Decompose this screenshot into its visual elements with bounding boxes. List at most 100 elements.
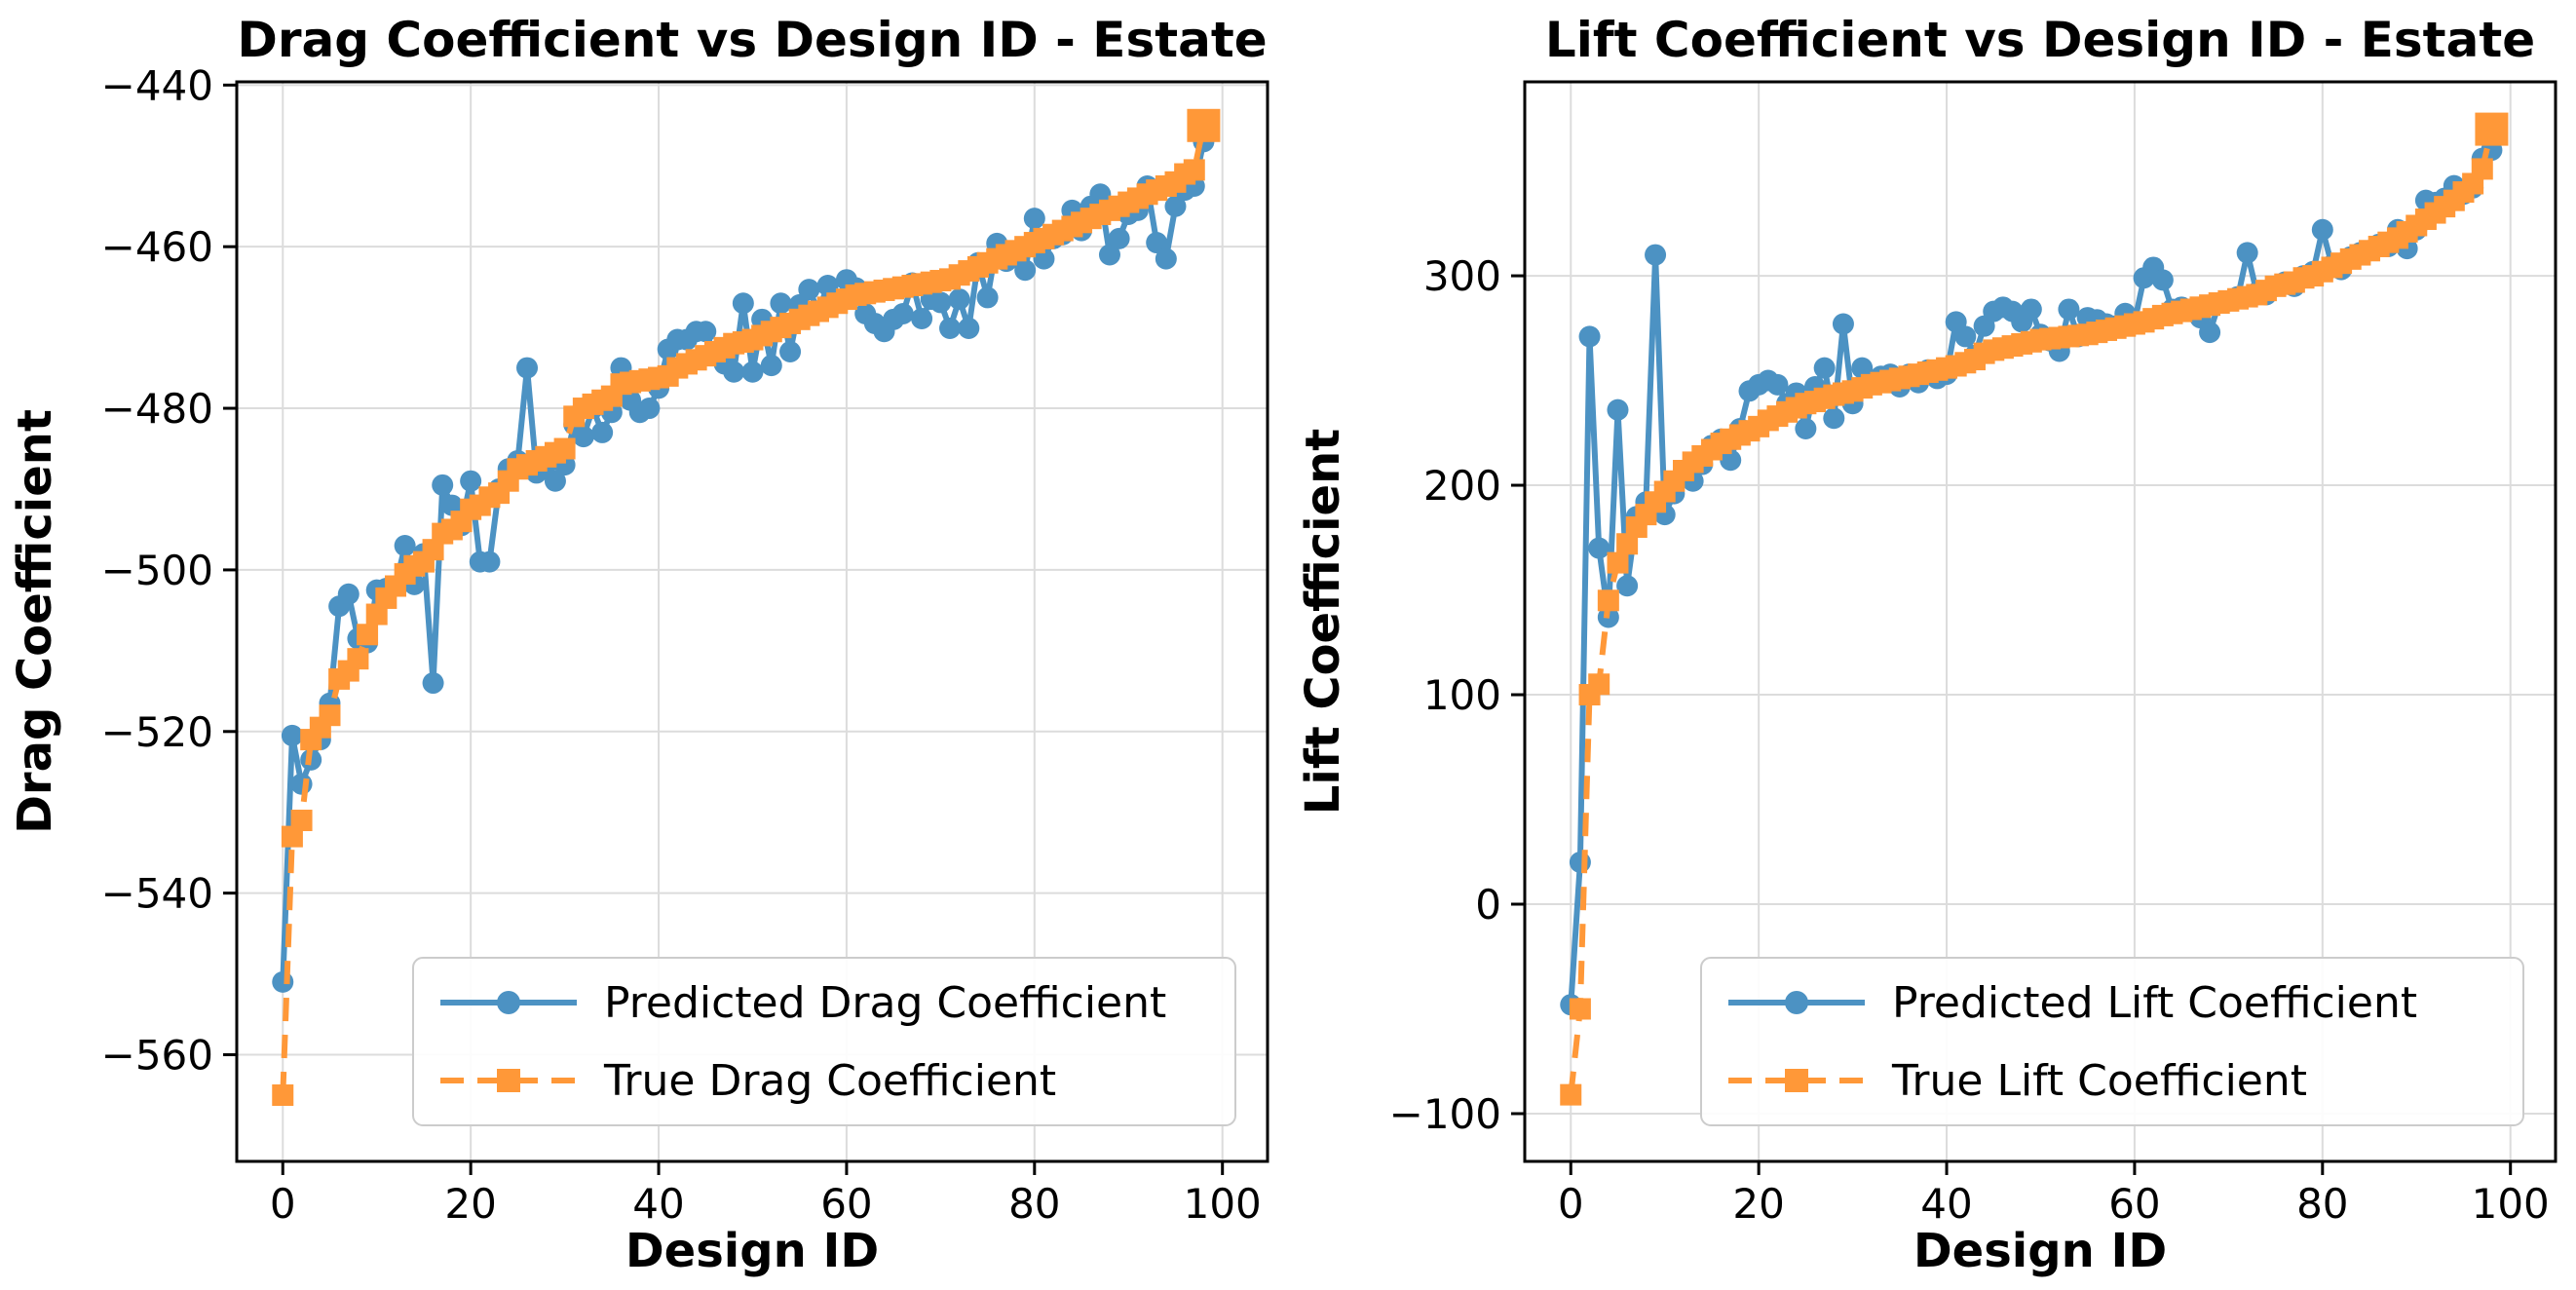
data-point-marker <box>290 773 313 795</box>
legend: Predicted Drag Coefficient True Drag Coef… <box>412 957 1236 1126</box>
legend-marker <box>497 1069 520 1092</box>
plot-box <box>235 80 1269 1163</box>
data-point-marker <box>1187 108 1221 142</box>
data-point-marker <box>2151 269 2174 291</box>
data-point-marker <box>1795 418 1817 440</box>
legend-label: Predicted Drag Coefficient <box>604 978 1166 1028</box>
data-point-marker <box>1588 537 1610 559</box>
data-point-marker <box>422 672 444 695</box>
series-line <box>280 125 1207 1096</box>
series-true <box>272 108 1221 1106</box>
data-point-marker <box>2236 242 2258 264</box>
x-axis-label: Design ID <box>1913 1224 2167 1278</box>
y-tick-label: −560 <box>101 1032 213 1080</box>
data-point-marker <box>1183 159 1205 181</box>
data-point-marker <box>1108 227 1130 249</box>
data-point-marker <box>770 292 792 315</box>
data-point-marker <box>422 539 444 561</box>
data-point-marker <box>976 286 999 309</box>
data-point-marker <box>939 317 962 339</box>
data-point-marker <box>460 470 482 492</box>
series-true <box>1560 112 2509 1106</box>
data-point-marker <box>337 583 360 605</box>
data-point-marker <box>1164 195 1187 217</box>
y-tick-label: −480 <box>101 385 213 433</box>
data-point-marker <box>544 470 566 492</box>
data-point-marker <box>2471 158 2493 180</box>
y-tick-label: −520 <box>101 708 213 756</box>
data-point-marker <box>1720 449 1742 472</box>
data-point-marker <box>1766 373 1789 396</box>
data-point-marker <box>1832 313 1854 335</box>
y-tick-label: −440 <box>101 61 213 109</box>
data-point-marker <box>478 550 501 573</box>
data-point-marker <box>741 360 764 383</box>
data-point-marker <box>2020 298 2042 321</box>
x-tick-label: 80 <box>1008 1180 1060 1228</box>
data-point-marker <box>723 360 745 383</box>
data-point-marker <box>1023 208 1045 230</box>
series-line <box>1568 147 2494 1005</box>
data-point-marker <box>798 279 820 301</box>
y-axis-label: Drag Coefficient <box>8 409 62 834</box>
data-point-marker <box>732 292 754 315</box>
data-point-marker <box>1597 589 1619 612</box>
x-tick-label: 40 <box>1920 1180 1972 1228</box>
x-tick-label: 80 <box>2296 1180 2348 1228</box>
data-point-marker <box>816 274 839 296</box>
y-tick-label: 100 <box>1423 671 1501 719</box>
data-point-marker <box>1645 244 1667 266</box>
data-point-marker <box>1569 998 1591 1020</box>
data-point-marker <box>2311 218 2333 241</box>
data-point-marker <box>2058 298 2080 321</box>
x-tick-label: 20 <box>444 1180 496 1228</box>
plot-box <box>1523 80 2557 1163</box>
y-tick-label: −100 <box>1389 1090 1501 1138</box>
data-point-marker <box>1616 533 1639 555</box>
data-point-marker <box>272 1083 294 1106</box>
data-point-marker <box>365 603 388 626</box>
data-point-marker <box>1607 551 1629 574</box>
data-point-marker <box>572 426 594 448</box>
data-point-marker <box>1607 398 1629 421</box>
x-tick-label: 20 <box>1732 1180 1784 1228</box>
data-point-marker <box>347 648 369 670</box>
data-point-marker <box>1146 232 1168 254</box>
ticks: 0 20 40 60 80 100 −100 0 100 200 300 <box>1389 252 2550 1228</box>
y-axis-label: Lift Coefficient <box>1296 429 1350 815</box>
ticks: 0 20 40 60 80 100 −560 −540 −520 −500 −480 −460 −440 <box>101 61 1262 1228</box>
chart-title: Drag Coefficient vs Design ID - Estate <box>237 12 1267 68</box>
legend-entry: True Lift Coefficient <box>1728 1056 2307 1106</box>
x-tick-label: 40 <box>632 1180 684 1228</box>
drag-chart-canvas: 0 20 40 60 80 100 −560 −540 −520 −500 −480 −460 −440… <box>8 12 1269 1278</box>
data-point-marker <box>432 474 454 496</box>
data-point-marker <box>591 421 614 443</box>
y-tick-label: −540 <box>101 870 213 918</box>
data-point-marker <box>1014 259 1037 282</box>
drag-chart: 0 20 40 60 80 100 −560 −540 −520 −500 −480 −460 −440… <box>8 12 1269 1278</box>
y-tick-label: 200 <box>1423 462 1501 510</box>
data-point-marker <box>1588 673 1610 696</box>
lift-chart: 0 20 40 60 80 100 −100 0 100 200 300 Lift Coefficie… <box>1288 0 2576 1290</box>
legend-box <box>412 957 1236 1126</box>
data-point-marker <box>440 494 463 516</box>
data-point-marker <box>516 357 539 379</box>
data-point-marker <box>357 624 379 646</box>
legend-marker <box>1785 1069 1808 1092</box>
series-predicted <box>1560 139 2503 1016</box>
data-point-marker <box>2199 322 2221 344</box>
legend-label: Predicted Lift Coefficient <box>1892 978 2417 1028</box>
y-tick-label: −460 <box>101 223 213 271</box>
legend-marker <box>497 991 520 1014</box>
data-point-marker <box>911 307 933 329</box>
x-tick-label: 0 <box>270 1180 296 1228</box>
data-point-marker <box>1578 325 1601 348</box>
y-tick-label: 300 <box>1423 252 1501 300</box>
legend-entry: True Drag Coefficient <box>440 1056 1056 1106</box>
data-point-marker <box>1813 357 1836 379</box>
legend-label: True Lift Coefficient <box>1891 1056 2307 1106</box>
data-point-marker <box>394 535 416 557</box>
grid <box>237 82 1268 1161</box>
lift-chart-canvas: 0 20 40 60 80 100 −100 0 100 200 300 Lift Coefficie… <box>1296 12 2557 1278</box>
data-point-marker <box>1954 325 1977 348</box>
